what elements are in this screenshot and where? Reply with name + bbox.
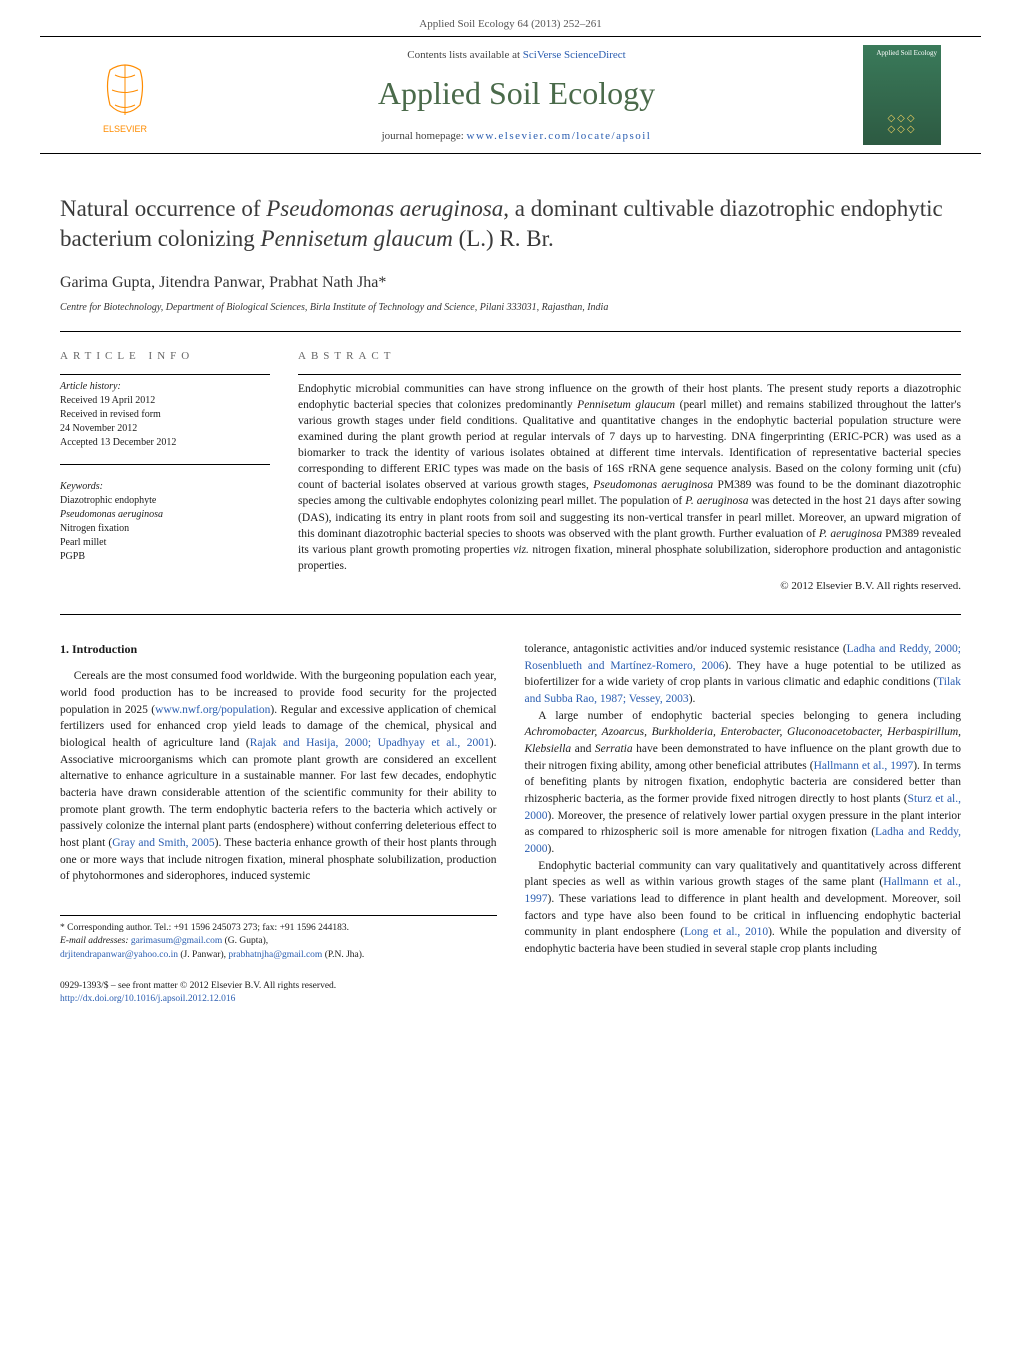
svg-text:ELSEVIER: ELSEVIER bbox=[103, 124, 148, 134]
cover-pattern-icon: ◇◇◇◇◇◇ bbox=[863, 113, 941, 135]
divider bbox=[298, 374, 961, 375]
emails-label: E-mail addresses: bbox=[60, 936, 129, 946]
body-paragraph: tolerance, antagonistic activities and/o… bbox=[525, 641, 962, 708]
citation-text: Applied Soil Ecology 64 (2013) 252–261 bbox=[419, 18, 601, 30]
section-heading: 1. Introduction bbox=[60, 641, 497, 658]
keyword: PGPB bbox=[60, 550, 270, 564]
running-header: Applied Soil Ecology 64 (2013) 252–261 bbox=[0, 0, 1021, 36]
doi-block: 0929-1393/$ – see front matter © 2012 El… bbox=[60, 980, 497, 1007]
divider bbox=[60, 331, 961, 332]
divider bbox=[60, 374, 270, 375]
keyword: Pseudomonas aeruginosa bbox=[60, 508, 270, 522]
body-paragraph: Cereals are the most consumed food world… bbox=[60, 668, 497, 885]
history-label: Article history: bbox=[60, 381, 270, 392]
author-name: (P.N. Jha). bbox=[322, 950, 364, 960]
author-email-link[interactable]: drjitendrapanwar@yahoo.co.in bbox=[60, 950, 178, 960]
article-info-block: article info Article history: Received 1… bbox=[60, 350, 270, 592]
journal-name: Applied Soil Ecology bbox=[170, 75, 863, 112]
homepage-link[interactable]: www.elsevier.com/locate/apsoil bbox=[467, 130, 652, 142]
divider bbox=[60, 464, 270, 465]
abstract-text: Endophytic microbial communities can hav… bbox=[298, 381, 961, 574]
keyword: Diazotrophic endophyte bbox=[60, 494, 270, 508]
masthead-center: Contents lists available at SciVerse Sci… bbox=[170, 49, 863, 142]
history-line: Received 19 April 2012 bbox=[60, 394, 270, 408]
author-email-link[interactable]: prabhatnjha@gmail.com bbox=[228, 950, 322, 960]
publisher-logo-block: ELSEVIER bbox=[80, 55, 170, 135]
article-main: Natural occurrence of Pseudomonas aerugi… bbox=[0, 154, 1021, 1027]
homepage-prefix: journal homepage: bbox=[382, 130, 467, 142]
authors-line: Garima Gupta, Jitendra Panwar, Prabhat N… bbox=[60, 274, 961, 292]
cover-thumbnail: Applied Soil Ecology ◇◇◇◇◇◇ bbox=[863, 45, 941, 145]
history-line: Accepted 13 December 2012 bbox=[60, 436, 270, 450]
author-name: (G. Gupta), bbox=[222, 936, 268, 946]
meta-abstract-row: article info Article history: Received 1… bbox=[60, 350, 961, 592]
author-email-link[interactable]: garimasum@gmail.com bbox=[131, 936, 222, 946]
emails-line: E-mail addresses: garimasum@gmail.com (G… bbox=[60, 935, 497, 962]
body-columns: 1. Introduction Cereals are the most con… bbox=[60, 641, 961, 1007]
article-title: Natural occurrence of Pseudomonas aerugi… bbox=[60, 194, 961, 254]
author-name: (J. Panwar), bbox=[178, 950, 228, 960]
corresponding-author-footer: * Corresponding author. Tel.: +91 1596 2… bbox=[60, 915, 497, 962]
elsevier-logo: ELSEVIER bbox=[90, 55, 160, 135]
keyword: Nitrogen fixation bbox=[60, 522, 270, 536]
affiliation: Centre for Biotechnology, Department of … bbox=[60, 302, 961, 313]
keywords-label: Keywords: bbox=[60, 481, 270, 492]
cover-thumbnail-title: Applied Soil Ecology bbox=[863, 45, 941, 61]
doi-link[interactable]: http://dx.doi.org/10.1016/j.apsoil.2012.… bbox=[60, 994, 235, 1004]
journal-homepage-line: journal homepage: www.elsevier.com/locat… bbox=[170, 130, 863, 142]
sciencedirect-link[interactable]: SciVerse ScienceDirect bbox=[523, 49, 626, 61]
abstract-label: abstract bbox=[298, 350, 961, 362]
divider bbox=[60, 614, 961, 615]
body-paragraph: Endophytic bacterial community can vary … bbox=[525, 858, 962, 958]
abstract-copyright: © 2012 Elsevier B.V. All rights reserved… bbox=[298, 580, 961, 592]
article-info-label: article info bbox=[60, 350, 270, 362]
front-matter-line: 0929-1393/$ – see front matter © 2012 El… bbox=[60, 980, 497, 993]
contents-available-line: Contents lists available at SciVerse Sci… bbox=[170, 49, 863, 61]
body-paragraph: A large number of endophytic bacterial s… bbox=[525, 708, 962, 858]
history-line: Received in revised form bbox=[60, 408, 270, 422]
history-line: 24 November 2012 bbox=[60, 422, 270, 436]
contents-prefix: Contents lists available at bbox=[407, 49, 522, 61]
abstract-block: abstract Endophytic microbial communitie… bbox=[298, 350, 961, 592]
corresponding-line: * Corresponding author. Tel.: +91 1596 2… bbox=[60, 922, 497, 935]
keyword: Pearl millet bbox=[60, 536, 270, 550]
journal-masthead: ELSEVIER Contents lists available at Sci… bbox=[40, 36, 981, 154]
